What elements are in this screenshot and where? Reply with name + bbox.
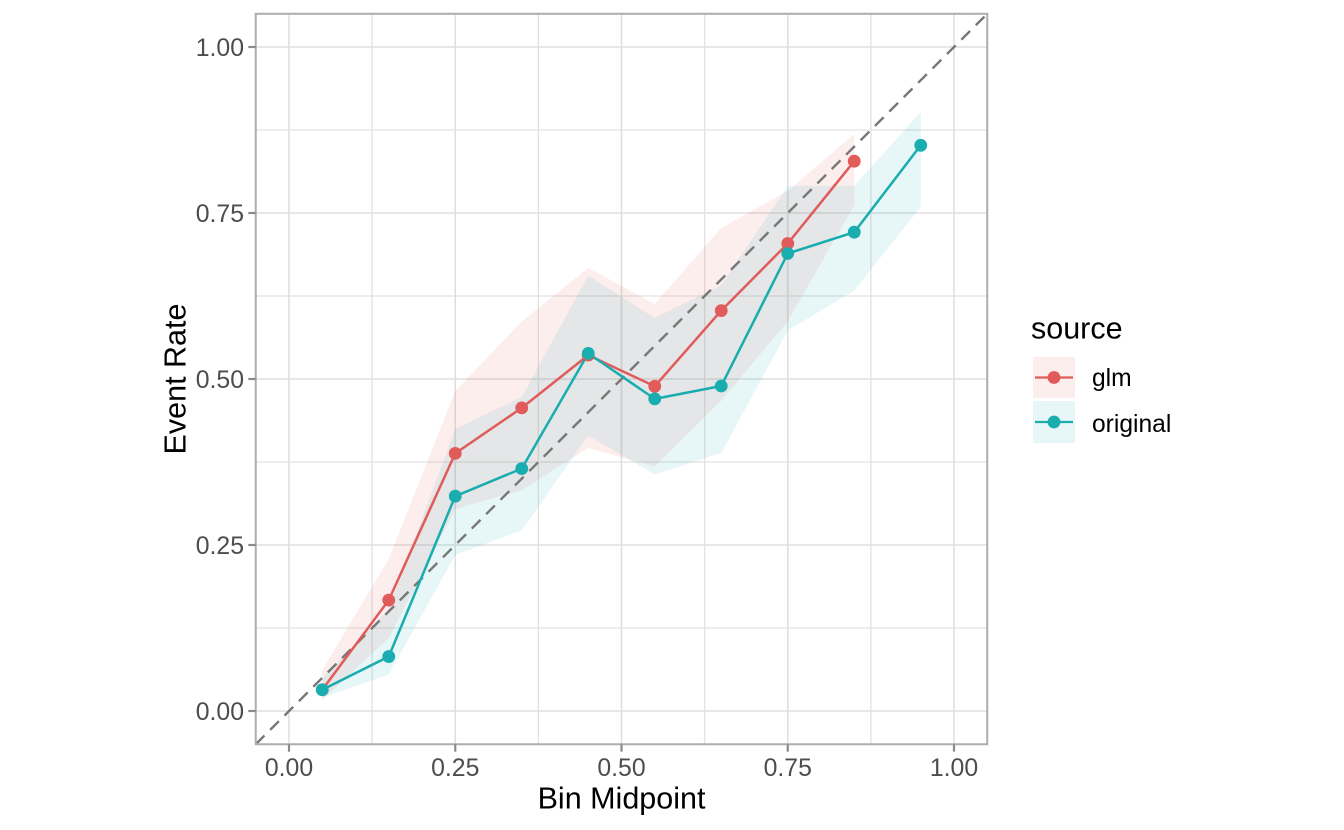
svg-text:Event Rate: Event Rate (159, 304, 193, 455)
svg-text:0.25: 0.25 (431, 755, 479, 782)
svg-text:0.00: 0.00 (196, 699, 244, 726)
svg-text:0.75: 0.75 (196, 201, 244, 228)
svg-text:1.00: 1.00 (196, 35, 244, 62)
svg-text:0.75: 0.75 (764, 755, 812, 782)
svg-text:Bin Midpoint: Bin Midpoint (538, 781, 706, 815)
svg-text:0.25: 0.25 (196, 533, 244, 560)
svg-text:0.50: 0.50 (196, 367, 244, 394)
svg-text:0.50: 0.50 (597, 755, 645, 782)
svg-text:original: original (1092, 411, 1171, 438)
svg-text:1.00: 1.00 (930, 755, 978, 782)
svg-text:0.00: 0.00 (265, 755, 313, 782)
svg-text:source: source (1031, 311, 1123, 345)
svg-text:glm: glm (1092, 365, 1132, 392)
